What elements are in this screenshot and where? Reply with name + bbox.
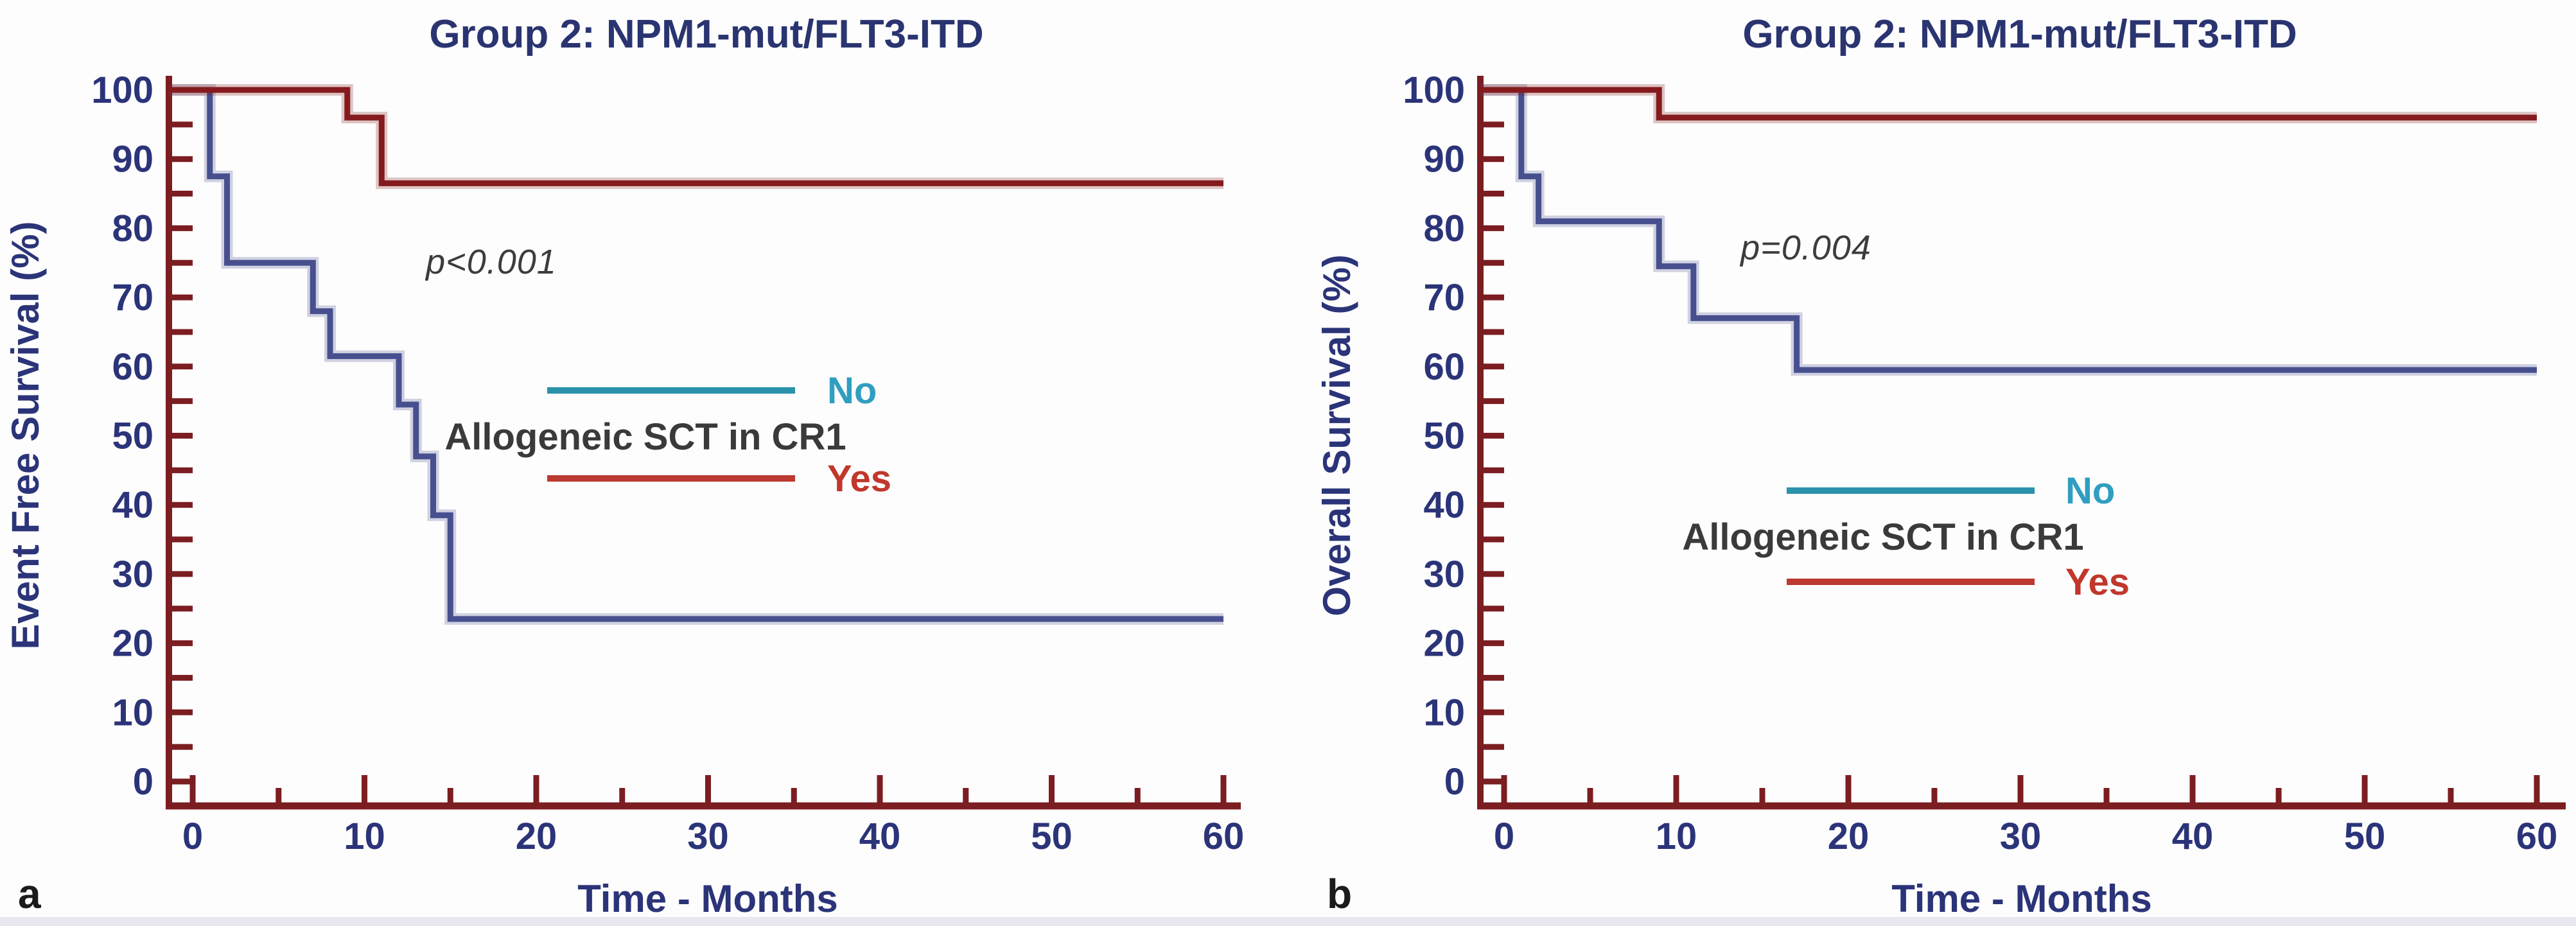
curves-layer — [169, 84, 2537, 625]
y-tick-label: 90 — [112, 139, 153, 180]
y-tick-label: 10 — [112, 692, 153, 733]
y-tick-label: 30 — [1423, 554, 1465, 595]
y-tick-label: 40 — [1423, 484, 1465, 526]
y-tick-label: 100 — [1403, 69, 1465, 111]
km-curve-yes — [1480, 87, 2537, 121]
panel-a-legend-label-no: No — [827, 370, 877, 412]
km-curve-no — [169, 87, 1223, 622]
y-tick-label: 0 — [133, 761, 153, 803]
y-tick-label: 100 — [91, 69, 153, 111]
x-tick-label: 60 — [2516, 816, 2558, 857]
x-tick-label: 10 — [1656, 816, 1697, 857]
km-curve-halo-yes — [169, 84, 1223, 189]
panel-b-legend-label-yes: Yes — [2065, 561, 2130, 603]
x-tick-label: 10 — [344, 816, 385, 857]
km-curve-no — [1480, 87, 2537, 373]
km-curve-yes — [169, 87, 1223, 186]
km-curve-halo-no — [169, 84, 1223, 625]
y-tick-label: 60 — [1423, 346, 1465, 388]
bottom-edge-strip — [0, 917, 2576, 926]
y-tick-label: 20 — [112, 623, 153, 665]
y-tick-label: 30 — [112, 554, 153, 595]
panel-b-y-axis-label: Overall Survival (%) — [1315, 254, 1358, 616]
panel-b-letter: b — [1327, 871, 1352, 917]
x-tick-label: 20 — [1828, 816, 1870, 857]
y-tick-label: 10 — [1423, 692, 1465, 733]
panel-a-title: Group 2: NPM1-mut/FLT3-ITD — [429, 12, 983, 57]
x-tick-label: 0 — [1494, 816, 1514, 857]
x-tick-label: 30 — [687, 816, 729, 857]
y-tick-label: 70 — [1423, 277, 1465, 319]
panel-b-legend-label-no: No — [2065, 470, 2115, 512]
x-tick-label: 40 — [2172, 816, 2214, 857]
y-tick-label: 60 — [112, 346, 153, 388]
x-tick-label: 20 — [516, 816, 557, 857]
x-tick-label: 0 — [182, 816, 203, 857]
y-tick-label: 70 — [112, 277, 153, 319]
panel-a-letter: a — [18, 871, 41, 917]
panel-b-legend-title: Allogeneic SCT in CR1 — [1682, 516, 2083, 558]
x-tick-label: 40 — [859, 816, 901, 857]
x-tick-label: 30 — [2000, 816, 2042, 857]
panel-a-y-axis-label: Event Free Survival (%) — [4, 222, 47, 650]
panel-a-p-value: p<0.001 — [425, 243, 557, 281]
panel-b-p-value: p=0.004 — [1739, 229, 1871, 267]
y-tick-label: 20 — [1423, 623, 1465, 665]
panel-b-x-axis-label: Time - Months — [1891, 877, 2152, 920]
km-curve-halo-no — [1480, 84, 2537, 376]
km-curve-halo-yes — [1480, 84, 2537, 124]
panel-a-legend-title: Allogeneic SCT in CR1 — [444, 416, 846, 458]
y-tick-label: 50 — [1423, 415, 1465, 457]
panel-b-title: Group 2: NPM1-mut/FLT3-ITD — [1742, 12, 2297, 57]
y-tick-label: 80 — [1423, 207, 1465, 249]
x-tick-label: 50 — [2344, 816, 2386, 857]
y-tick-label: 80 — [112, 207, 153, 249]
y-tick-label: 0 — [1444, 761, 1465, 803]
legend-lines-layer — [547, 387, 2035, 585]
y-tick-label: 90 — [1423, 139, 1465, 180]
panel-a-legend-label-yes: Yes — [827, 458, 891, 500]
x-tick-label: 60 — [1203, 816, 1245, 857]
y-tick-label: 50 — [112, 415, 153, 457]
y-tick-label: 40 — [112, 484, 153, 526]
x-tick-label: 50 — [1031, 816, 1073, 857]
panel-a-x-axis-label: Time - Months — [577, 877, 838, 920]
